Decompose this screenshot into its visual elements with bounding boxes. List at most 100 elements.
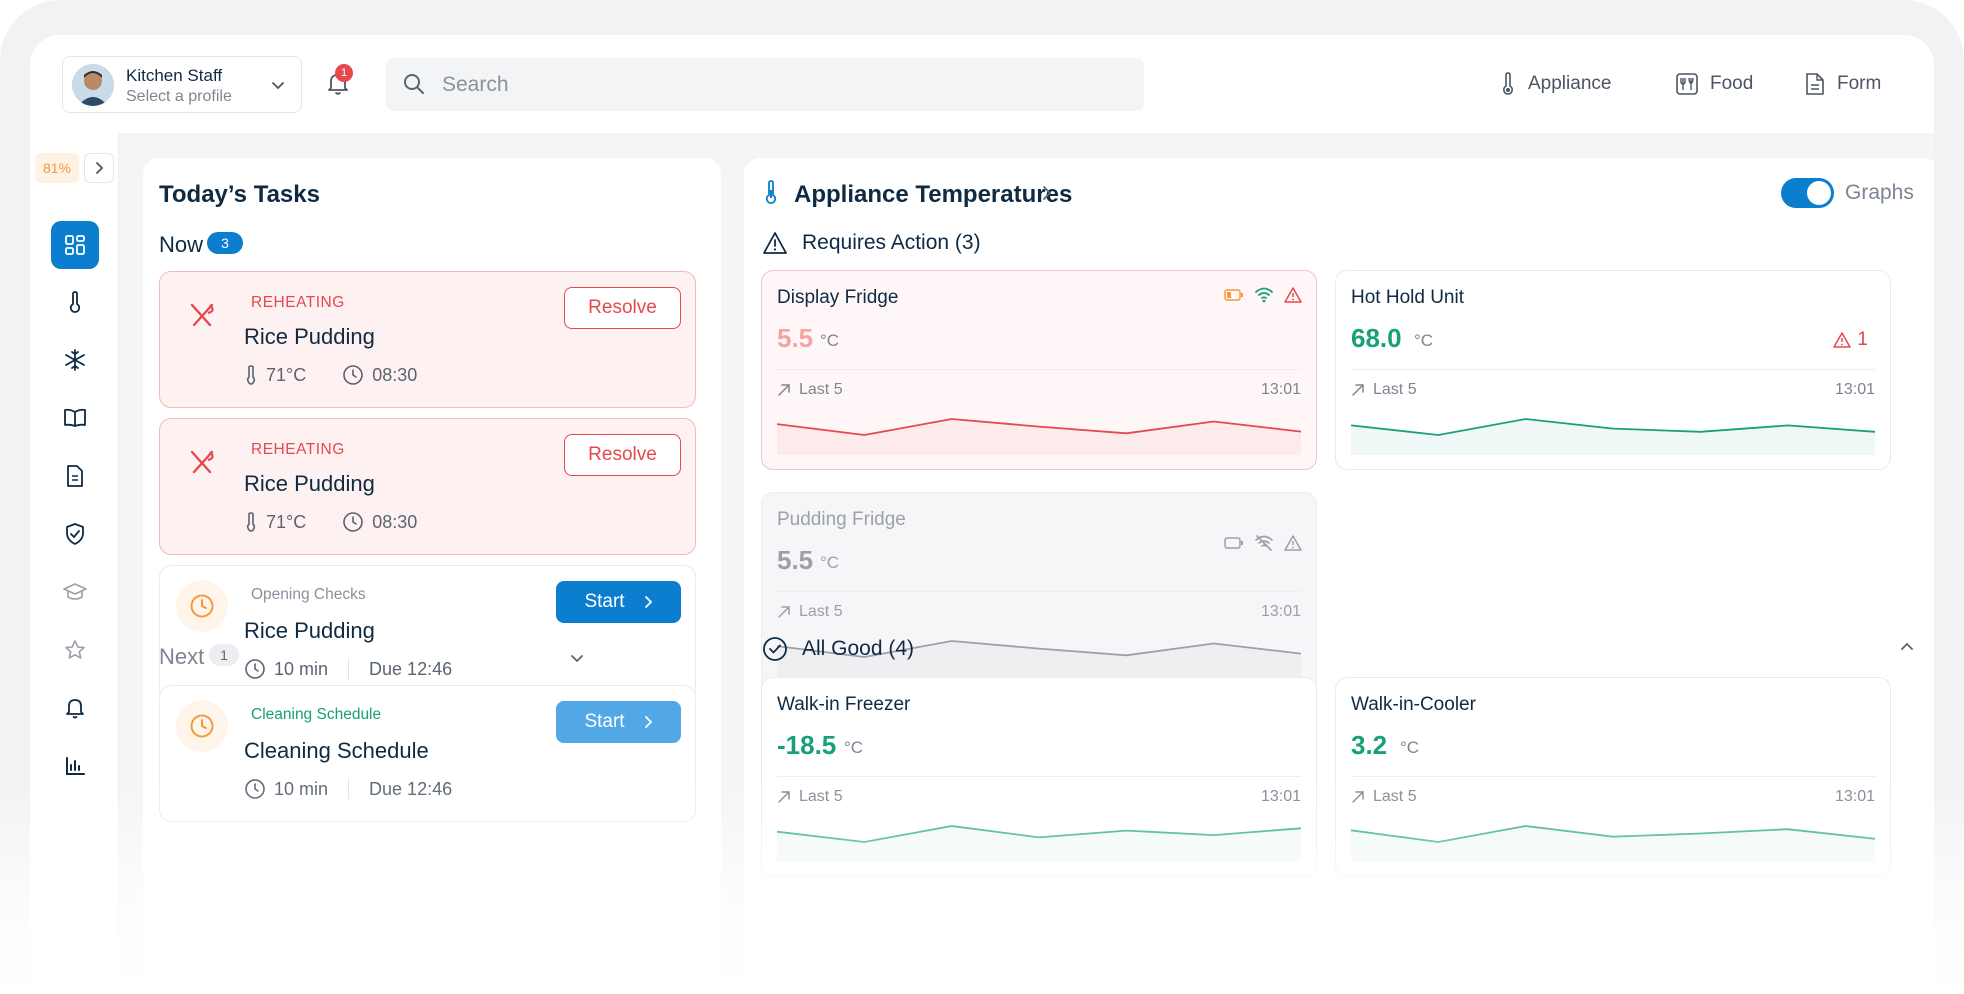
trend-label: Last 5 — [777, 788, 843, 806]
alert-count: 1 — [1833, 329, 1868, 351]
clock-icon — [343, 365, 364, 385]
chevron-right-icon[interactable] — [1040, 183, 1054, 203]
task-time: 08:30 — [372, 364, 418, 385]
sidebar-item-freezers[interactable] — [51, 336, 99, 384]
appliance-card[interactable]: Hot Hold Unit 68.0 °C 1 Last 5 13:01 — [1335, 270, 1891, 470]
trend-range: Last 5 — [799, 381, 843, 398]
start-button[interactable]: Start — [556, 701, 681, 743]
book-icon — [64, 408, 86, 427]
trend-label: Last 5 — [777, 603, 843, 621]
task-card[interactable]: Opening Checks Rice Pudding 10 min Due 1… — [159, 565, 696, 702]
next-section-label: Next — [159, 644, 205, 669]
card-divider — [1351, 776, 1875, 777]
chevron-down-icon[interactable] — [567, 648, 587, 668]
graduation-cap-icon — [63, 583, 87, 600]
meta-divider — [348, 658, 350, 680]
last-reading-time: 13:01 — [1260, 603, 1301, 620]
chevron-up-icon[interactable] — [1898, 638, 1916, 656]
temperature-sparkline — [777, 640, 1301, 677]
task-card[interactable]: Cleaning Schedule Cleaning Schedule 10 m… — [159, 685, 696, 822]
appliance-card[interactable]: Display Fridge 5.5 °C Last 5 13:01 — [761, 270, 1317, 470]
resolve-button[interactable]: Resolve — [564, 434, 681, 476]
sparkline-line — [777, 640, 1301, 658]
header-link-appliance[interactable]: Appliance — [1500, 70, 1611, 98]
clock-icon — [190, 594, 214, 618]
sidebar-item-reports[interactable] — [51, 742, 99, 790]
task-icon-wrap — [176, 580, 228, 632]
search-icon — [404, 74, 424, 94]
warning-triangle-icon — [1833, 332, 1852, 348]
temperature-sparkline — [777, 825, 1301, 862]
top-bar: Kitchen Staff Select a profile 1 Applian… — [30, 35, 1934, 133]
task-duration: 10 min — [274, 658, 329, 679]
appliance-name: Walk-in Freezer — [777, 694, 911, 715]
start-button[interactable]: Start — [556, 581, 681, 623]
trend-range: Last 5 — [799, 603, 843, 620]
start-label: Start — [584, 591, 625, 612]
task-time: 08:30 — [372, 511, 418, 532]
appliance-card[interactable]: Pudding Fridge 5.5 °C Last 5 13:01 — [761, 492, 1317, 692]
trend-label: Last 5 — [1351, 381, 1417, 399]
user-avatar — [72, 64, 114, 106]
chevron-right-icon — [644, 596, 652, 608]
appliance-temp: 5.5 — [777, 545, 814, 575]
header-link-form[interactable]: Form — [1805, 70, 1881, 98]
sidebar-item-recipes[interactable] — [51, 394, 99, 442]
card-divider — [777, 776, 1301, 777]
header-link-food[interactable]: Food — [1676, 70, 1753, 98]
clock-icon — [190, 714, 214, 738]
sidebar-item-favorites[interactable] — [51, 626, 99, 674]
task-category: Opening Checks — [251, 586, 366, 603]
task-category: REHEATING — [251, 294, 345, 311]
task-temp: 71°C — [266, 364, 307, 385]
temperature-sparkline — [1351, 418, 1875, 455]
sidebar-item-dashboard[interactable] — [51, 221, 99, 269]
requires-action-header: Requires Action (3) — [762, 231, 981, 255]
task-name: Rice Pudding — [244, 618, 375, 643]
appliance-temp-unit: °C — [844, 738, 864, 757]
last-reading-time: 13:01 — [1260, 788, 1301, 805]
appliance-name: Walk-in-Cooler — [1351, 694, 1476, 715]
graphs-toggle[interactable] — [1781, 178, 1834, 208]
task-card[interactable]: REHEATING Rice Pudding 71°C 08:30 Resolv… — [159, 271, 696, 408]
sidebar: 81% — [30, 133, 119, 994]
requires-action-label: Requires Action (3) — [802, 231, 981, 254]
all-good-header[interactable]: All Good (4) — [762, 636, 914, 662]
appliance-card[interactable]: Walk-in-Cooler 3.2 °C Last 5 13:01 — [1335, 677, 1891, 877]
appliance-card[interactable]: Walk-in Freezer -18.5 °C Last 5 13:01 — [761, 677, 1317, 877]
sparkline-line — [777, 418, 1301, 436]
wifi-off-icon — [1255, 535, 1273, 551]
task-card[interactable]: REHEATING Rice Pudding 71°C 08:30 Resolv… — [159, 418, 696, 555]
task-meta: 10 min Due 12:46 — [244, 658, 452, 680]
clock-icon — [245, 659, 265, 679]
sparkline-area — [777, 826, 1301, 862]
appliance-temp-unit: °C — [820, 553, 840, 572]
task-category: Cleaning Schedule — [251, 706, 382, 723]
trend-range: Last 5 — [799, 788, 843, 805]
trend-arrow-icon — [1352, 791, 1364, 803]
graphs-toggle-label: Graphs — [1845, 181, 1914, 204]
task-due: Due 12:46 — [369, 658, 453, 679]
header-link-label: Food — [1710, 73, 1754, 94]
warning-triangle-icon — [763, 232, 787, 254]
sidebar-expand-button[interactable] — [84, 153, 114, 183]
appliance-temp: 3.2 — [1351, 730, 1388, 760]
sidebar-item-forms[interactable] — [51, 452, 99, 500]
chevron-right-icon — [96, 162, 104, 174]
task-name: Cleaning Schedule — [244, 738, 429, 763]
trend-range: Last 5 — [1373, 788, 1417, 805]
snowflake-icon — [65, 349, 85, 371]
appliance-temp-unit: °C — [1400, 738, 1420, 757]
sparkline-area — [777, 419, 1301, 455]
tasks-title: Today’s Tasks — [159, 181, 320, 208]
sidebar-item-compliance[interactable] — [51, 510, 99, 558]
search-input[interactable] — [442, 66, 1122, 103]
sidebar-item-alerts[interactable] — [51, 684, 99, 732]
appliance-temp: 5.5 — [777, 323, 814, 353]
thermometer-icon — [246, 512, 256, 532]
sidebar-item-temperatures[interactable] — [51, 278, 99, 326]
resolve-button[interactable]: Resolve — [564, 287, 681, 329]
temperatures-title: Appliance Temperatures — [794, 181, 1073, 208]
sidebar-item-training[interactable] — [51, 568, 99, 616]
profile-selector[interactable]: Kitchen Staff Select a profile — [62, 56, 302, 113]
